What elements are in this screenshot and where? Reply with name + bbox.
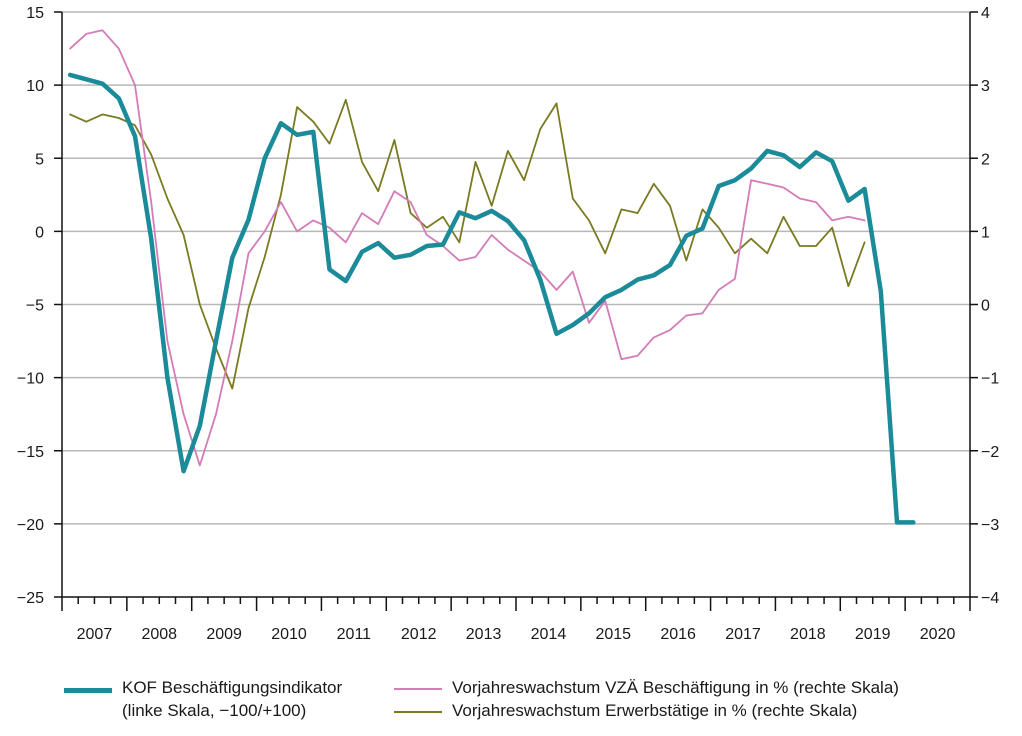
left-tick-label: −20 (17, 517, 44, 534)
series-lines (67, 29, 916, 525)
x-tick-label: 2011 (337, 626, 372, 643)
legend-item-erwerbstaetige: Vorjahreswachstum Erwerbstätige in % (re… (394, 699, 857, 722)
legend-swatch-kof (64, 688, 112, 693)
x-tick-label: 2007 (77, 626, 113, 643)
gridlines (62, 11, 970, 525)
right-tick-label: 4 (981, 5, 990, 22)
x-tick-label: 2018 (790, 626, 826, 643)
x-tick-label: 2014 (531, 626, 567, 643)
legend-item-vza: Vorjahreswachstum VZÄ Beschäftigung in %… (394, 676, 899, 699)
x-tick-label: 2009 (206, 626, 242, 643)
left-tick-label: 15 (26, 5, 44, 22)
right-tick-label: −1 (981, 371, 999, 388)
right-tick-label: 3 (981, 78, 990, 95)
legend-label-erwerbstaetige: Vorjahreswachstum Erwerbstätige in % (re… (452, 701, 858, 720)
legend: KOF Beschäftigungsindikator (linke Skala… (0, 672, 1022, 732)
right-tick-label: −3 (981, 517, 999, 534)
right-tick-label: −4 (981, 590, 999, 607)
axis-ticks (54, 11, 978, 611)
series-line-vza (69, 29, 866, 467)
legend-item-kof: KOF Beschäftigungsindikator (linke Skala… (64, 676, 342, 722)
series-line-kof (67, 72, 916, 525)
left-tick-label: −5 (26, 298, 44, 315)
left-tick-label: 10 (26, 78, 44, 95)
x-tick-label: 2016 (660, 626, 696, 643)
left-tick-label: 5 (35, 151, 44, 168)
x-tick-label: 2008 (141, 626, 177, 643)
x-tick-label: 2020 (920, 626, 956, 643)
legend-label-kof: KOF Beschäftigungsindikator (122, 678, 343, 697)
legend-label-kof-scale: (linke Skala, −100/+100) (122, 701, 307, 720)
right-tick-label: 0 (981, 298, 990, 315)
legend-label-vza: Vorjahreswachstum VZÄ Beschäftigung in %… (452, 678, 899, 697)
left-tick-label: −15 (17, 444, 44, 461)
x-tick-label: 2013 (466, 626, 502, 643)
x-tick-label: 2017 (725, 626, 761, 643)
right-tick-label: 1 (981, 224, 990, 241)
left-tick-label: −25 (17, 590, 44, 607)
series-line-erwerbstaetige (69, 98, 866, 390)
legend-swatch-vza (394, 688, 442, 690)
x-tick-label: 2019 (855, 626, 891, 643)
right-tick-label: −2 (981, 444, 999, 461)
left-tick-label: −10 (17, 371, 44, 388)
left-tick-label: 0 (35, 224, 44, 241)
x-tick-label: 2012 (401, 626, 437, 643)
x-tick-label: 2010 (271, 626, 307, 643)
x-tick-label: 2015 (595, 626, 631, 643)
right-tick-label: 2 (981, 151, 990, 168)
legend-swatch-erwerbstaetige (394, 711, 442, 713)
